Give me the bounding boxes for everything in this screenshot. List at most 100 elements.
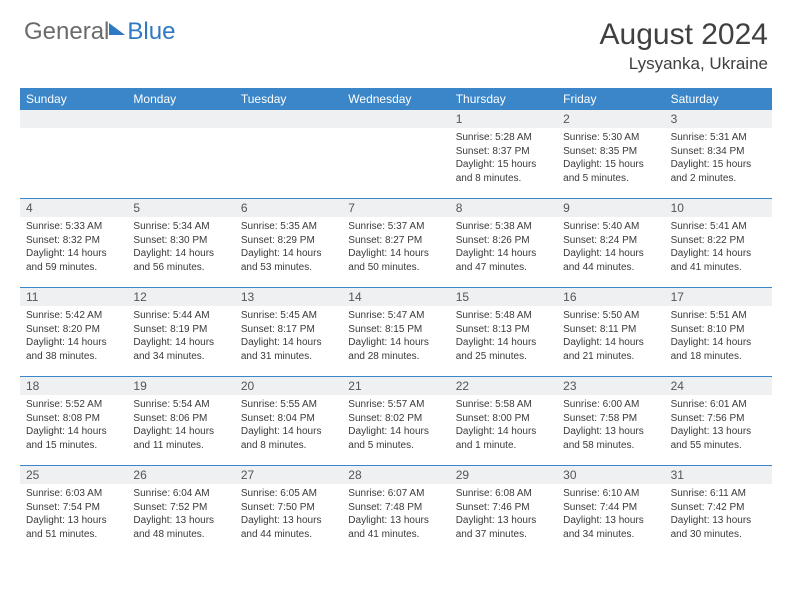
day-detail: Sunrise: 5:55 AMSunset: 8:04 PMDaylight:… [235, 395, 342, 456]
calendar-cell: 1Sunrise: 5:28 AMSunset: 8:37 PMDaylight… [450, 110, 557, 198]
day-line: Sunset: 8:13 PM [456, 323, 551, 337]
day-line: Sunrise: 5:41 AM [671, 220, 766, 234]
day-line: Sunrise: 6:01 AM [671, 398, 766, 412]
day-detail: Sunrise: 5:51 AMSunset: 8:10 PMDaylight:… [665, 306, 772, 367]
day-line: Sunset: 8:37 PM [456, 145, 551, 159]
calendar-cell: 28Sunrise: 6:07 AMSunset: 7:48 PMDayligh… [342, 466, 449, 554]
day-line: Sunrise: 5:34 AM [133, 220, 228, 234]
day-line: Sunset: 8:10 PM [671, 323, 766, 337]
day-header-friday: Friday [557, 88, 664, 110]
day-detail: Sunrise: 5:58 AMSunset: 8:00 PMDaylight:… [450, 395, 557, 456]
day-number: 26 [127, 466, 234, 484]
day-detail: Sunrise: 5:47 AMSunset: 8:15 PMDaylight:… [342, 306, 449, 367]
day-line: and 1 minute. [456, 439, 551, 453]
day-line: and 18 minutes. [671, 350, 766, 364]
day-detail: Sunrise: 5:40 AMSunset: 8:24 PMDaylight:… [557, 217, 664, 278]
day-line: and 53 minutes. [241, 261, 336, 275]
day-line: and 8 minutes. [241, 439, 336, 453]
day-header-thursday: Thursday [450, 88, 557, 110]
day-line: Sunset: 8:06 PM [133, 412, 228, 426]
day-number: 11 [20, 288, 127, 306]
day-line: and 8 minutes. [456, 172, 551, 186]
day-line: Sunset: 8:27 PM [348, 234, 443, 248]
day-line: Sunset: 7:56 PM [671, 412, 766, 426]
day-line: and 58 minutes. [563, 439, 658, 453]
day-line: Daylight: 14 hours [26, 247, 121, 261]
day-line: Sunrise: 5:55 AM [241, 398, 336, 412]
day-line: Daylight: 14 hours [241, 336, 336, 350]
day-number: 25 [20, 466, 127, 484]
day-number: 30 [557, 466, 664, 484]
day-line: Sunrise: 5:52 AM [26, 398, 121, 412]
day-line: Daylight: 15 hours [563, 158, 658, 172]
day-number: 20 [235, 377, 342, 395]
calendar-cell: 22Sunrise: 5:58 AMSunset: 8:00 PMDayligh… [450, 377, 557, 465]
day-line: Sunrise: 5:45 AM [241, 309, 336, 323]
calendar-cell: 11Sunrise: 5:42 AMSunset: 8:20 PMDayligh… [20, 288, 127, 376]
week-row: 11Sunrise: 5:42 AMSunset: 8:20 PMDayligh… [20, 287, 772, 376]
day-line: and 25 minutes. [456, 350, 551, 364]
day-number: 2 [557, 110, 664, 128]
day-line: Sunset: 7:52 PM [133, 501, 228, 515]
calendar-cell: 21Sunrise: 5:57 AMSunset: 8:02 PMDayligh… [342, 377, 449, 465]
day-line: Sunrise: 6:05 AM [241, 487, 336, 501]
day-line: Daylight: 14 hours [563, 336, 658, 350]
day-number-empty [342, 110, 449, 128]
day-line: Daylight: 14 hours [671, 336, 766, 350]
day-line: Sunset: 8:22 PM [671, 234, 766, 248]
day-number-empty [20, 110, 127, 128]
day-line: Daylight: 13 hours [456, 514, 551, 528]
location: Lysyanka, Ukraine [600, 54, 768, 74]
day-number: 1 [450, 110, 557, 128]
day-line: Sunset: 8:11 PM [563, 323, 658, 337]
day-line: and 50 minutes. [348, 261, 443, 275]
calendar-cell: 8Sunrise: 5:38 AMSunset: 8:26 PMDaylight… [450, 199, 557, 287]
day-line: Sunrise: 5:58 AM [456, 398, 551, 412]
calendar-cell: 9Sunrise: 5:40 AMSunset: 8:24 PMDaylight… [557, 199, 664, 287]
day-line: Sunrise: 5:47 AM [348, 309, 443, 323]
day-line: Sunset: 7:44 PM [563, 501, 658, 515]
calendar-cell: 24Sunrise: 6:01 AMSunset: 7:56 PMDayligh… [665, 377, 772, 465]
day-number: 4 [20, 199, 127, 217]
day-detail: Sunrise: 6:07 AMSunset: 7:48 PMDaylight:… [342, 484, 449, 545]
calendar-cell: 26Sunrise: 6:04 AMSunset: 7:52 PMDayligh… [127, 466, 234, 554]
day-detail: Sunrise: 5:30 AMSunset: 8:35 PMDaylight:… [557, 128, 664, 189]
day-line: Sunset: 8:29 PM [241, 234, 336, 248]
day-line: Sunrise: 5:48 AM [456, 309, 551, 323]
day-line: Sunset: 7:42 PM [671, 501, 766, 515]
month-title: August 2024 [600, 18, 768, 52]
calendar-cell: 31Sunrise: 6:11 AMSunset: 7:42 PMDayligh… [665, 466, 772, 554]
day-detail: Sunrise: 6:11 AMSunset: 7:42 PMDaylight:… [665, 484, 772, 545]
day-line: Daylight: 15 hours [671, 158, 766, 172]
calendar-cell: 29Sunrise: 6:08 AMSunset: 7:46 PMDayligh… [450, 466, 557, 554]
day-detail: Sunrise: 5:48 AMSunset: 8:13 PMDaylight:… [450, 306, 557, 367]
day-line: Sunset: 8:08 PM [26, 412, 121, 426]
day-detail: Sunrise: 5:45 AMSunset: 8:17 PMDaylight:… [235, 306, 342, 367]
day-line: Daylight: 14 hours [133, 247, 228, 261]
calendar-cell: 23Sunrise: 6:00 AMSunset: 7:58 PMDayligh… [557, 377, 664, 465]
day-line: Sunrise: 6:07 AM [348, 487, 443, 501]
day-detail: Sunrise: 5:42 AMSunset: 8:20 PMDaylight:… [20, 306, 127, 367]
day-headers-row: Sunday Monday Tuesday Wednesday Thursday… [20, 88, 772, 110]
logo-text-blue: Blue [127, 18, 175, 46]
day-line: Daylight: 14 hours [133, 336, 228, 350]
calendar-cell: 18Sunrise: 5:52 AMSunset: 8:08 PMDayligh… [20, 377, 127, 465]
day-number: 12 [127, 288, 234, 306]
day-line: and 5 minutes. [563, 172, 658, 186]
calendar-cell: 4Sunrise: 5:33 AMSunset: 8:32 PMDaylight… [20, 199, 127, 287]
day-number: 5 [127, 199, 234, 217]
day-line: Daylight: 13 hours [241, 514, 336, 528]
day-number: 7 [342, 199, 449, 217]
day-line: Sunrise: 5:54 AM [133, 398, 228, 412]
day-line: Sunrise: 5:33 AM [26, 220, 121, 234]
day-line: and 41 minutes. [671, 261, 766, 275]
calendar-cell-empty [20, 110, 127, 198]
day-line: and 51 minutes. [26, 528, 121, 542]
day-line: Sunrise: 5:35 AM [241, 220, 336, 234]
day-line: Sunrise: 5:28 AM [456, 131, 551, 145]
day-number: 24 [665, 377, 772, 395]
day-number: 3 [665, 110, 772, 128]
day-line: and 48 minutes. [133, 528, 228, 542]
day-line: and 11 minutes. [133, 439, 228, 453]
day-line: Daylight: 13 hours [563, 425, 658, 439]
